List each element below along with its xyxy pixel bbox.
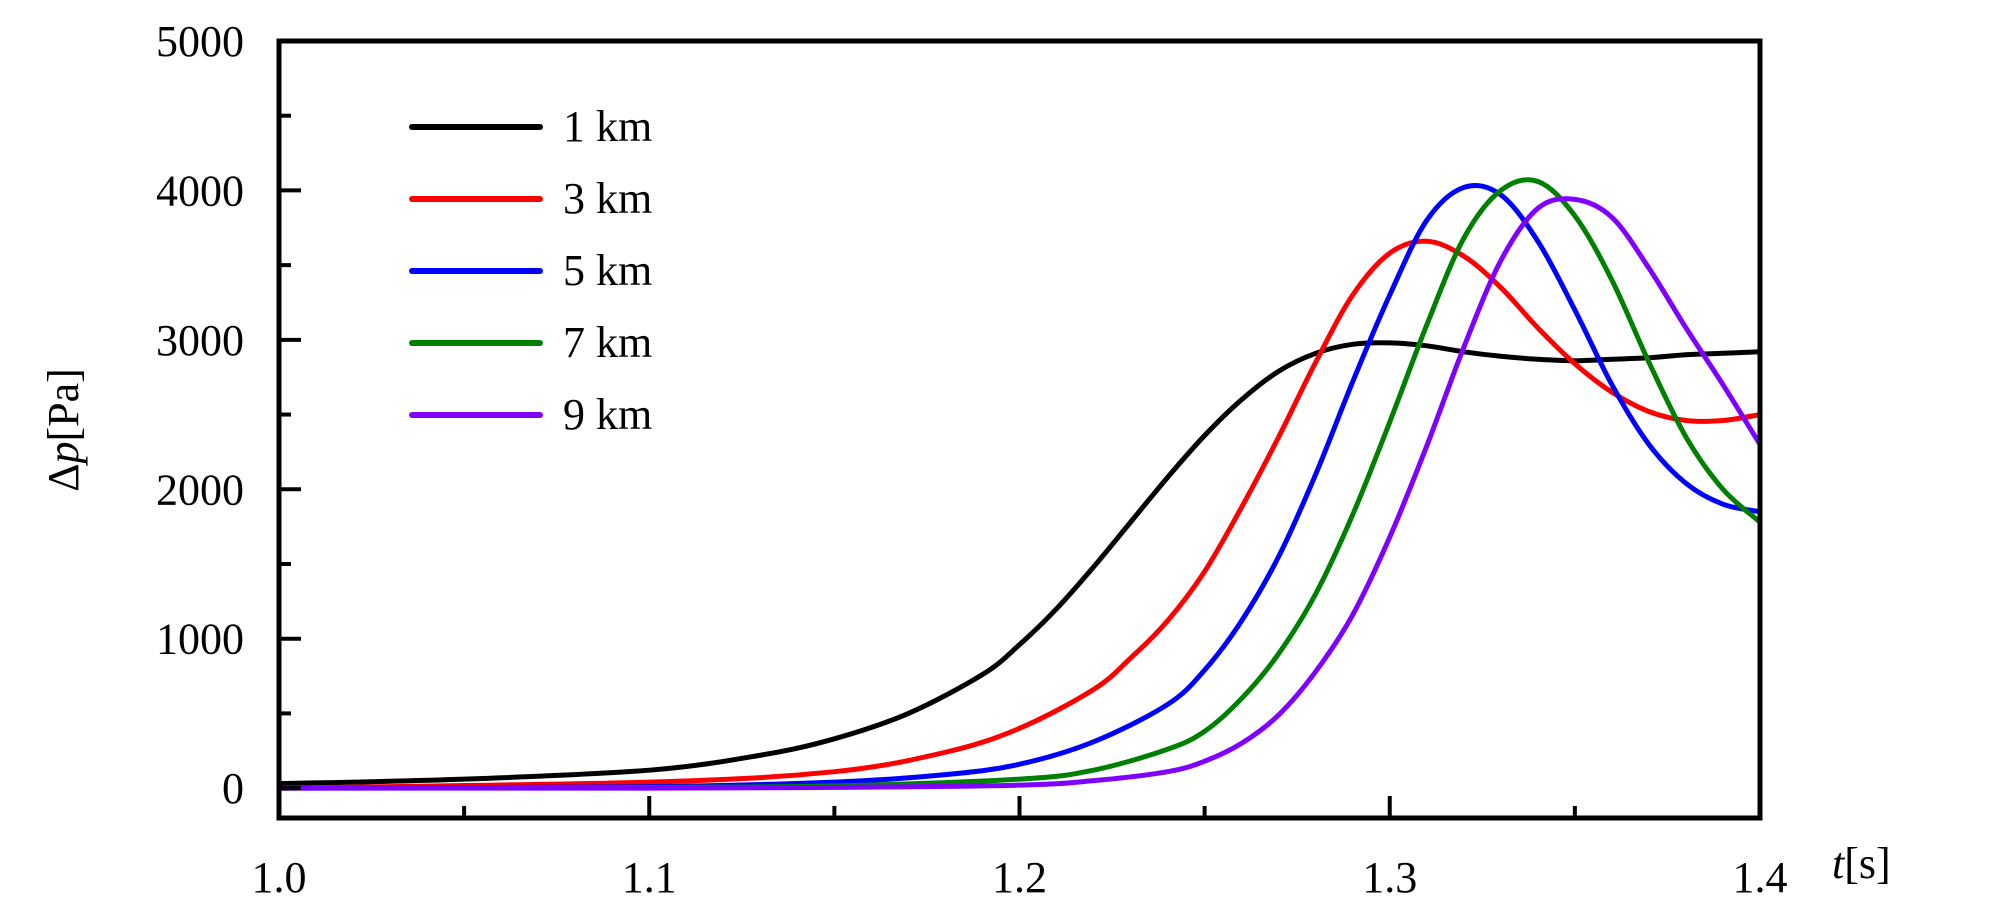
y-tick-label: 1000 [156,615,244,664]
tick-label-layer: 1.0 1.1 1.2 1.3 1.4 0 1000 2000 3000 4000 5000 [156,17,1788,902]
y-tick-label: 0 [222,764,244,813]
y-axis-title-variable: p [39,442,88,467]
x-axis-title: t[s] [1832,839,1891,888]
tick-layer [277,39,1762,818]
y-tick-label: 2000 [156,465,244,514]
series-line-5-km [279,183,1760,791]
y-axis-title-unit: [Pa] [39,368,88,441]
x-tick-label: 1.4 [1733,853,1788,902]
legend-label: 5 km [563,246,652,295]
legend-label: 7 km [563,318,652,367]
series-layer [279,177,1760,791]
series-line-3-km [279,238,1760,791]
series-line-1-km [279,340,1760,787]
x-axis-title-variable: t [1832,839,1846,888]
x-tick-label: 1.3 [1362,853,1417,902]
y-axis-title: Δp[Pa] [39,368,88,492]
x-tick-label: 1.1 [622,853,677,902]
legend-label: 1 km [563,102,652,151]
x-tick-label: 1.2 [992,853,1047,902]
legend-label: 3 km [563,174,652,223]
y-tick-label: 3000 [156,316,244,365]
y-tick-label: 5000 [156,17,244,66]
x-tick-label: 1.0 [252,853,307,902]
legend-label: 9 km [563,390,652,439]
x-axis-title-unit: [s] [1844,839,1890,888]
series-line-9-km [279,196,1760,791]
y-axis-title-prefix: Δ [39,464,88,492]
legend: 1 km 3 km 5 km 7 km 9 km [409,102,652,439]
y-tick-label: 4000 [156,166,244,215]
